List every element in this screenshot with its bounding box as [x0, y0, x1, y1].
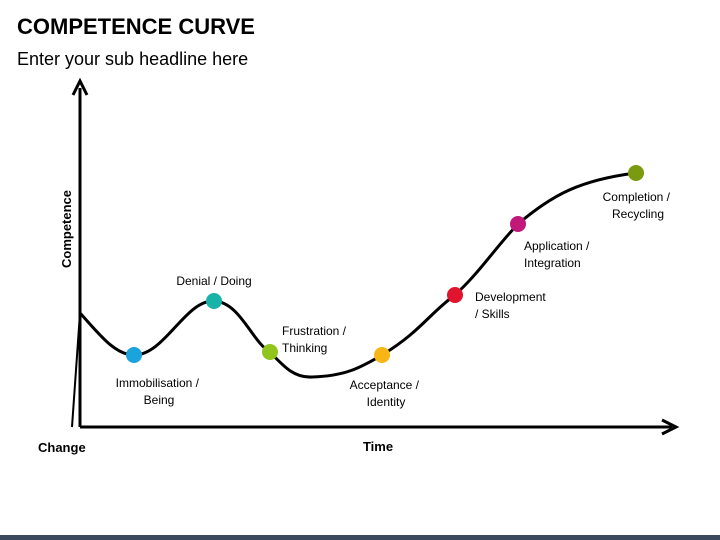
- y-axis-arrowhead: [71, 77, 89, 96]
- stage-label-denial: Denial / Doing: [176, 274, 251, 288]
- stage-label-acceptance: Acceptance / Identity: [350, 378, 423, 409]
- slide-title: COMPETENCE CURVE: [17, 14, 255, 39]
- footer-bar: [0, 535, 720, 540]
- stage-label-frustration: Frustration / Thinking: [282, 324, 349, 355]
- stage-label-immobilisation: Immobilisation / Being: [116, 376, 203, 407]
- stage-label-completion: Completion / Recycling: [603, 190, 674, 221]
- stage-dot-denial: [206, 293, 222, 309]
- x-axis-arrowhead: [661, 418, 680, 436]
- origin-label: Change: [38, 440, 86, 455]
- slide-subtitle: Enter your sub headline here: [17, 49, 249, 69]
- stage-dot-completion: [628, 165, 644, 181]
- competence-curve-line: [78, 171, 638, 379]
- stage-dot-immobilisation: [126, 347, 142, 363]
- stage-label-application: Application / Integration: [524, 239, 593, 270]
- change-tick-line: [71, 312, 81, 428]
- x-axis-label: Time: [363, 439, 393, 454]
- stage-dot-application: [510, 216, 526, 232]
- stage-dot-development: [447, 287, 463, 303]
- stage-label-development: Development / Skills: [475, 290, 549, 321]
- stage-dot-acceptance: [374, 347, 390, 363]
- y-axis-label: Competence: [59, 190, 74, 268]
- stage-dot-frustration: [262, 344, 278, 360]
